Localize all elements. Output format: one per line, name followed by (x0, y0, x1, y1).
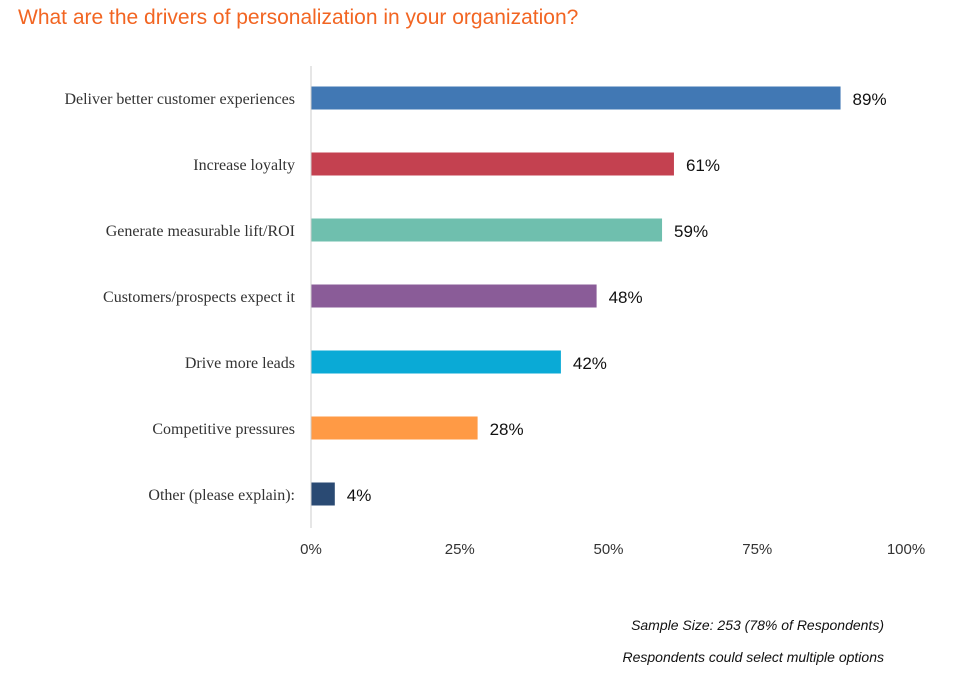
value-label: 42% (573, 354, 607, 373)
value-label: 89% (853, 90, 887, 109)
bar (311, 482, 335, 506)
sample-size-note: Sample Size: 253 (78% of Respondents) (631, 617, 884, 633)
category-label: Deliver better customer experiences (64, 91, 295, 108)
category-label: Generate measurable lift/ROI (106, 223, 295, 240)
value-label: 4% (347, 486, 372, 505)
category-label: Customers/prospects expect it (103, 289, 296, 306)
bar (311, 152, 674, 176)
x-tick-label: 25% (445, 541, 475, 558)
category-label: Competitive pressures (152, 421, 295, 438)
bar (311, 218, 663, 242)
bar (311, 284, 597, 308)
category-label: Increase loyalty (193, 157, 295, 174)
bar (311, 86, 841, 110)
bar-chart: Deliver better customer experiences 89% In… (64, 66, 925, 558)
multiple-options-note: Respondents could select multiple option… (622, 649, 885, 665)
chart-title: What are the drivers of personalization … (18, 6, 579, 29)
x-tick-label: 100% (887, 541, 925, 558)
category-label: Other (please explain): (148, 487, 295, 504)
bar (311, 350, 561, 374)
value-label: 28% (490, 420, 524, 439)
bar (311, 416, 478, 440)
value-label: 59% (674, 222, 708, 241)
x-tick-label: 75% (742, 541, 772, 558)
x-tick-label: 0% (300, 541, 322, 558)
x-tick-label: 50% (593, 541, 623, 558)
category-label: Drive more leads (185, 355, 295, 372)
value-label: 48% (609, 288, 643, 307)
value-label: 61% (686, 156, 720, 175)
